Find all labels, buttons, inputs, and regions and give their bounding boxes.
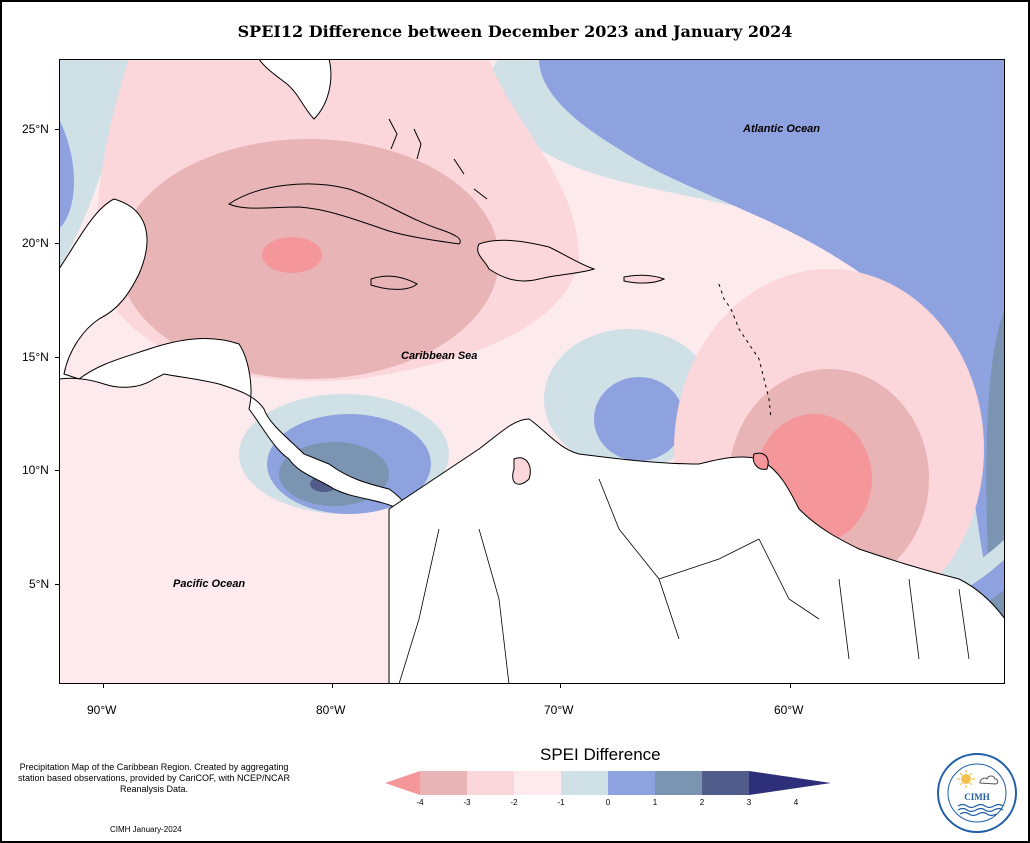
land-jamaica [370, 275, 418, 290]
legend-swatch-7 [702, 771, 749, 795]
field-cuba-core [262, 237, 322, 273]
lon-tick-80w [332, 684, 333, 688]
lon-tick-90w [103, 684, 104, 688]
legend-label-m1: -1 [557, 798, 565, 807]
map-panel [59, 59, 1005, 684]
legend-swatch-2 [467, 771, 514, 795]
legend-label-m3: -3 [463, 798, 471, 807]
land-bahamas-3 [453, 158, 465, 175]
legend-swatch-5 [608, 771, 655, 795]
legend-label-m4: -4 [416, 798, 424, 807]
land-puerto-rico [623, 274, 666, 284]
legend-title: SPEI Difference [540, 745, 661, 764]
legend-colorbar [385, 771, 831, 795]
legend-label-m2: -2 [510, 798, 518, 807]
sun-icon [957, 770, 975, 788]
cimh-logo: CIMH [936, 752, 1018, 834]
legend-swatch-3 [514, 771, 561, 795]
land-bahamas-1 [388, 118, 398, 150]
lat-label-10n: 10°N [22, 463, 49, 477]
field-atlantic-dark [986, 309, 1005, 619]
logo-text: CIMH [964, 792, 990, 802]
map-description-note: Precipitation Map of the Caribbean Regio… [17, 762, 291, 794]
label-caribbean-sea: Caribbean Sea [401, 350, 478, 362]
label-pacific-ocean: Pacific Ocean [173, 578, 246, 590]
lon-label-90w: 90°W [87, 703, 117, 717]
legend-label-3: 3 [746, 798, 752, 807]
land-florida [258, 59, 332, 120]
lat-tick-5n [55, 584, 59, 585]
legend-swatch-0 [385, 771, 420, 795]
map-credit: CIMH January-2024 [110, 825, 182, 834]
legend-swatch-8 [749, 771, 831, 795]
lon-label-70w: 70°W [544, 703, 574, 717]
lon-label-80w: 80°W [316, 703, 346, 717]
field-nw-light [59, 59, 129, 269]
lat-label-20n: 20°N [22, 236, 49, 250]
land-trinidad [752, 452, 769, 470]
lat-tick-10n [55, 470, 59, 471]
lat-label-25n: 25°N [22, 122, 49, 136]
legend-label-1: 1 [652, 798, 658, 807]
lon-label-60w: 60°W [774, 703, 804, 717]
field-nw-mid [59, 119, 74, 229]
lon-tick-70w [560, 684, 561, 688]
land-bahamas-2 [413, 128, 422, 160]
land-central-america [59, 198, 407, 511]
border-lines [398, 478, 970, 684]
legend-swatch-6 [655, 771, 702, 795]
map-title: SPEI12 Difference between December 2023 … [237, 22, 793, 41]
land-bahamas-4 [473, 188, 488, 200]
land-cuba [227, 183, 461, 245]
lat-tick-25n [55, 129, 59, 130]
legend-swatch-1 [420, 771, 467, 795]
lat-label-15n: 15°N [22, 350, 49, 364]
lon-tick-60w [790, 684, 791, 688]
legend-label-2: 2 [699, 798, 705, 807]
land-lesser-antilles [718, 283, 772, 420]
water-icon [957, 803, 1004, 817]
lat-tick-20n [55, 243, 59, 244]
lat-tick-15n [55, 357, 59, 358]
legend-swatch-4 [561, 771, 608, 795]
lat-label-5n: 5°N [29, 577, 50, 591]
legend-label-4: 4 [793, 798, 799, 807]
land-hispaniola [477, 239, 596, 282]
field-venezuela-mid [594, 377, 684, 461]
land-south-america [388, 418, 1005, 684]
legend-label-0: 0 [605, 798, 611, 807]
label-atlantic-ocean: Atlantic Ocean [743, 123, 821, 135]
land-guajira [512, 457, 531, 485]
cloud-icon [979, 775, 999, 785]
map-border [59, 59, 1005, 684]
field-atlantic-mid [539, 59, 1005, 659]
